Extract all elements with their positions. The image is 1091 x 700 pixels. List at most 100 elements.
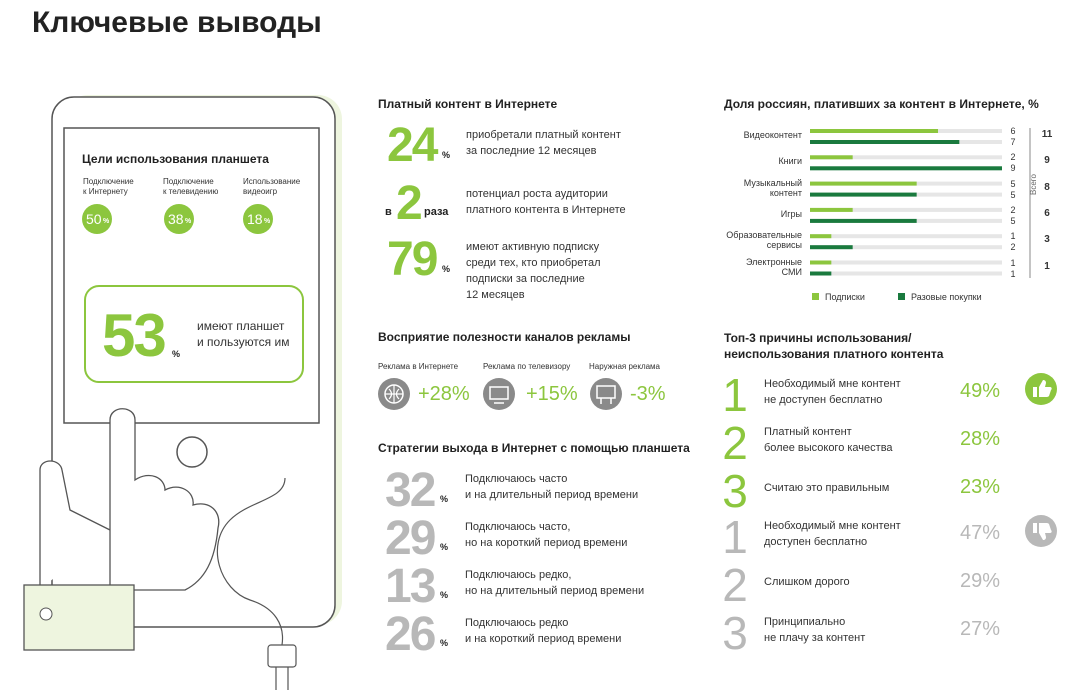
stat-value: 13 (385, 560, 436, 613)
reason-value: 47% (960, 522, 1001, 544)
value-label: 5 (1010, 189, 1016, 200)
stat-value: 2 (396, 177, 423, 230)
goal-circle (82, 204, 112, 234)
stat-text: Подключаюсь часто, но на короткий период… (465, 521, 628, 549)
page-title: Ключевые выводы (32, 6, 322, 39)
cable (216, 477, 286, 646)
category-label: Электронные СМИ (745, 256, 802, 277)
bar-track (810, 260, 1002, 265)
icon-billboard-legs (600, 398, 612, 404)
goal-label: Подключение к телевидению (163, 177, 219, 196)
value-label: 5 (1010, 178, 1016, 189)
hand (39, 408, 220, 591)
goal-value: 50 (86, 211, 102, 227)
stat-unit: % (442, 264, 451, 274)
thumb-up (1033, 380, 1052, 397)
bar-track (810, 271, 1002, 276)
main-unit: % (172, 349, 181, 359)
section-title: Восприятие полезности каналов рекламы (378, 330, 631, 344)
stat-text: Подключаюсь часто и на длительный период… (465, 473, 639, 501)
chart-title: Доля россиян, плативших за контент в Инт… (724, 97, 1039, 111)
value-label: 2 (1010, 204, 1016, 215)
reason-rank: 2 (722, 417, 748, 469)
main-value: 53 (102, 302, 167, 369)
main-text: имеют планшет и пользуются им (197, 319, 290, 349)
stat-prefix: в (385, 206, 392, 218)
stat-text: Подключаюсь редко и на короткий период в… (465, 617, 622, 645)
value-label: 1 (1010, 231, 1016, 242)
stat-value: 32 (385, 464, 436, 517)
goal-label: Подключение к Интернету (83, 177, 134, 196)
stat-value: 24 (387, 119, 438, 172)
stat-unit: % (440, 542, 449, 552)
reason-text: Принципиально не плачу за контент (764, 616, 866, 644)
reason-value: 49% (960, 380, 1001, 402)
plug (267, 644, 297, 668)
category-label: Музыкальный контент (743, 177, 802, 198)
channel-label: Реклама по телевизору (483, 362, 571, 371)
goal-unit: % (103, 218, 110, 225)
legend-label: Подписки (825, 292, 865, 302)
reason-rank: 1 (722, 511, 748, 563)
goal-circle (164, 204, 194, 234)
bar-track (810, 245, 1002, 250)
stat-text: приобретали платный контент за последние… (466, 129, 621, 157)
category-label: Образовательные сервисы (726, 230, 802, 251)
stat-text: имеют активную подписку среди тех, кто п… (466, 241, 601, 301)
bar (810, 166, 1002, 171)
stat-text: Подключаюсь редко, но на длительный пери… (465, 569, 645, 597)
reason-text: Необходимый мне контент не доступен бесп… (764, 378, 901, 406)
icon-tv (483, 378, 515, 410)
bar (810, 140, 960, 144)
icon-billboard (596, 385, 616, 399)
section-title: Платный контент в Интернете (378, 97, 558, 111)
reason-text: Необходимый мне контент доступен бесплат… (764, 520, 901, 548)
reason-text: Слишком дорого (764, 576, 850, 588)
goal-circle (243, 204, 273, 234)
goal-unit: % (264, 218, 271, 225)
channel-value: -3% (630, 383, 666, 405)
reason-rank: 3 (722, 465, 748, 517)
channel-value: +15% (526, 383, 578, 405)
total-label: 6 (1044, 207, 1050, 219)
stat-unit: % (440, 494, 449, 504)
tablet-title: Цели использования планшета (82, 152, 269, 166)
total-label: 8 (1044, 181, 1050, 193)
value-label: 1 (1010, 257, 1016, 268)
bar (810, 181, 917, 186)
category-label: Игры (780, 208, 802, 219)
legend-swatch (898, 293, 905, 300)
plug-pins (275, 667, 289, 690)
section-title: Топ-3 причины использования/ неиспользов… (724, 331, 944, 361)
main-box (84, 285, 304, 383)
stat-unit: % (440, 638, 449, 648)
legend-label: Разовые покупки (911, 292, 982, 302)
bar (810, 207, 853, 212)
bar (810, 234, 832, 239)
reason-text: Платный контент более высокого качества (764, 426, 893, 454)
reason-text: Считаю это правильным (764, 482, 890, 494)
goal-label: Использование видеоигр (243, 177, 301, 196)
total-label: 3 (1044, 234, 1050, 246)
channel-label: Наружная реклама (589, 362, 661, 371)
thumb-down (1033, 523, 1052, 540)
bar-track (810, 207, 1002, 212)
icon-tv-screen (489, 386, 509, 400)
stat-value: 79 (387, 233, 438, 286)
goal-value: 18 (247, 211, 263, 227)
bar-track (810, 155, 1002, 160)
stat-value: 26 (385, 608, 436, 661)
reason-rank: 2 (722, 559, 748, 611)
icon-globe-lines (385, 385, 403, 403)
goal-unit: % (185, 218, 192, 225)
category-label: Книги (778, 156, 802, 167)
value-label: 1 (1010, 268, 1016, 279)
home-button (176, 436, 208, 468)
reason-value: 23% (960, 476, 1001, 498)
total-label: 11 (1041, 129, 1053, 140)
bar (810, 155, 853, 160)
stat-unit: % (440, 590, 449, 600)
stat-unit: раза (424, 206, 449, 218)
